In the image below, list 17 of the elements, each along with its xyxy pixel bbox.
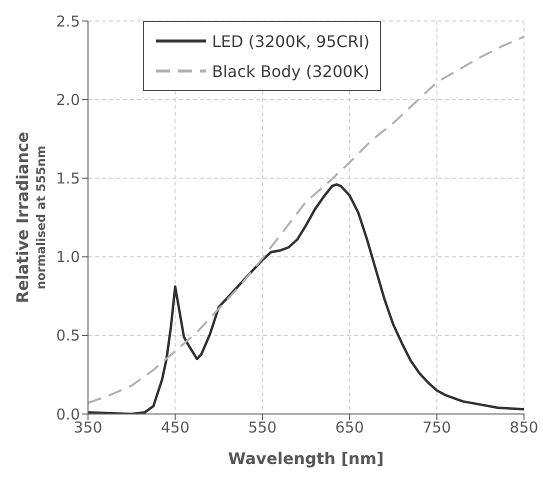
x-tick-label: 550 xyxy=(248,418,277,437)
x-tick-label: 750 xyxy=(422,418,452,437)
y-tick-label: 1.5 xyxy=(56,170,80,188)
y-tick-label: 1.0 xyxy=(56,248,80,266)
legend-label: Black Body (3200K) xyxy=(212,62,370,80)
y-tick-label: 2.0 xyxy=(56,90,80,109)
x-tick-label: 850 xyxy=(510,418,538,437)
line-series xyxy=(88,36,524,404)
y-axis-title: Relative Irradiance xyxy=(13,132,32,304)
legend-label: LED (3200K, 95CRI) xyxy=(212,32,370,50)
x-tick-label: 350 xyxy=(74,418,102,437)
y-tick-label: 0.5 xyxy=(56,326,80,345)
x-tick-label: 650 xyxy=(335,418,364,437)
x-axis-title: Wavelength [nm] xyxy=(228,449,384,468)
y-tick-label: 2.5 xyxy=(56,12,80,30)
text: normalised at 555nm xyxy=(34,146,48,290)
x-tick-label: 450 xyxy=(160,418,190,437)
